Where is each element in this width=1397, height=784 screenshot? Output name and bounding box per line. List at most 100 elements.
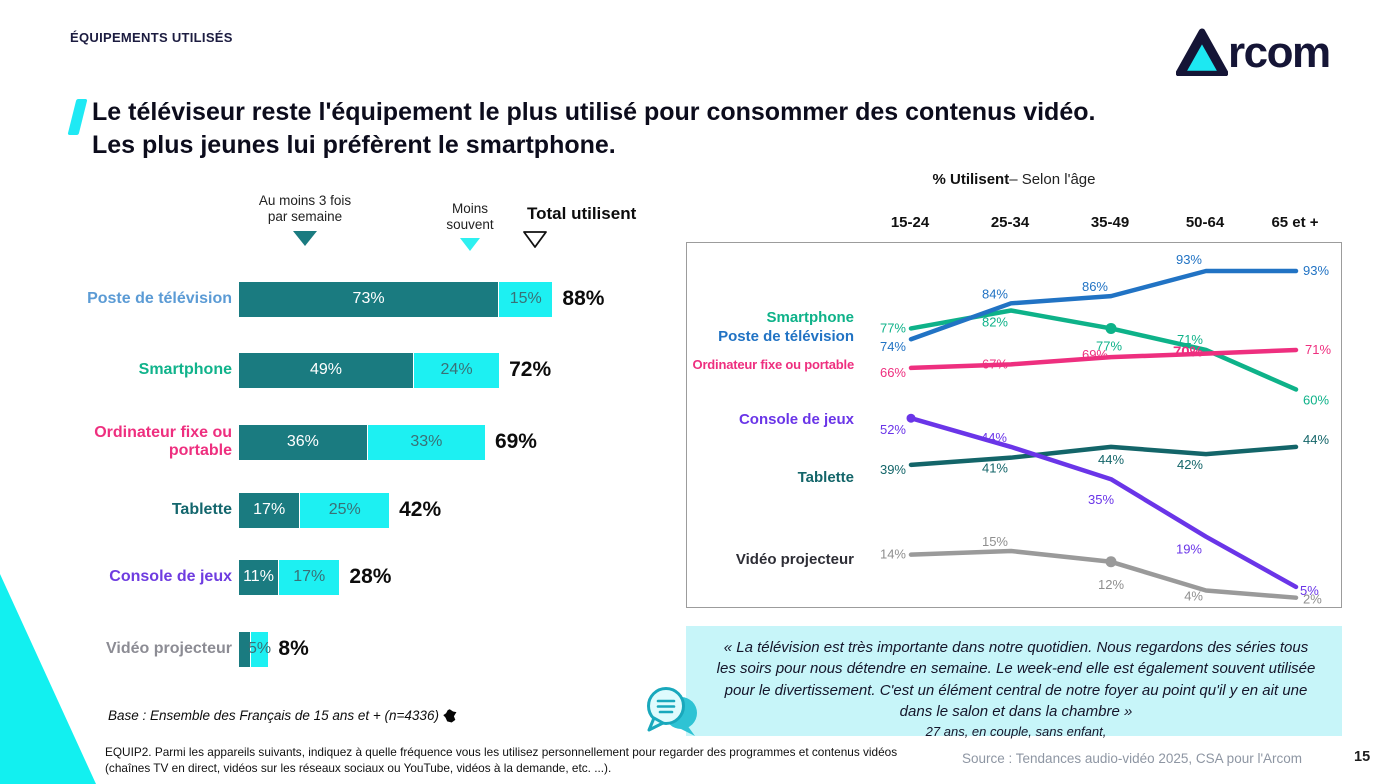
page-kicker: ÉQUIPEMENTS UTILISÉS [70,30,233,45]
bar-segment-less: 24% [412,352,500,388]
bar-category-label: Smartphone [138,361,232,379]
bar-row: Smartphone 49% 24% 72% [66,352,551,388]
point-value-label: 44% [1303,432,1329,447]
point-value-label: 74% [880,339,906,354]
bar-segment-often: 73% [239,281,499,317]
point-value-label: 12% [1098,577,1124,592]
bar-segment-less: 25% [299,492,390,528]
bar-segment-less: 15% [498,281,553,317]
bar-category-label: Vidéo projecteur [106,640,232,658]
page-title-line2: Les plus jeunes lui préfèrent le smartph… [92,131,616,159]
speech-bubbles-icon [647,687,697,736]
bar-row: Vidéo projecteur 5% 8% [66,631,309,667]
legend-total-label: Total utilisent [527,204,637,223]
point-value-label: 14% [880,547,906,562]
base-note-text: Base : Ensemble des Français de 15 ans e… [108,708,439,723]
legend-less-line2: souvent [446,216,494,232]
point-value-label: 44% [981,430,1007,445]
legend-often-line2: par semaine [267,208,343,224]
point-value-label: 15% [982,534,1008,549]
bar-total-value: 8% [278,637,309,660]
point-value-label: 77% [880,320,906,335]
legend-less-line1: Moins [451,201,488,216]
bar-row: Console de jeux 11% 17% 28% [66,559,391,595]
legend-often-line1: Au moins 3 fois [258,193,352,208]
point-value-label: 42% [1177,457,1203,472]
point-value-label: 71% [1177,332,1203,347]
page-title: Le téléviseur reste l'équipement le plus… [92,96,1095,162]
series-legend-label: Poste de télévision [718,328,854,345]
point-value-label: 60% [1303,392,1329,407]
point-marker-icon [1105,322,1117,334]
series-legend-label: Console de jeux [738,411,854,428]
point-value-label: 93% [1176,252,1202,267]
france-map-icon [443,708,457,722]
arcom-logo-text: rcom [1228,28,1331,77]
point-value-label: 67% [982,356,1008,371]
point-value-label: 19% [1176,542,1202,557]
quote-attribution: 27 ans, en couple, sans enfant, [925,724,1107,740]
point-value-label: 93% [1303,263,1329,278]
bar-category-label: Console de jeux [109,568,232,586]
bar-total-value: 42% [399,498,442,521]
point-value-label: 70% [1173,344,1203,361]
bar-segment-often: 17% [239,492,300,528]
bar-segment-often: 36% [239,424,367,460]
age-tick-label: 35-49 [1090,214,1130,231]
point-value-label: 84% [982,286,1008,301]
age-tick-label: 15-24 [890,214,930,231]
question-footnote: EQUIP2. Parmi les appareils suivants, in… [105,745,898,776]
line-chart-title-bold: % Utilisent [932,171,1010,188]
legend-less-triangle-icon [460,238,480,251]
point-value-label: 5% [1300,583,1319,598]
line-series [908,347,1299,371]
age-tick-label: 50-64 [1185,214,1225,231]
point-value-label: 44% [1098,452,1124,467]
bar-category-label: Ordinateur fixe ou portable [94,424,232,459]
arcom-logo-icon [1176,28,1228,76]
bar-segment-often [239,631,250,667]
quote-box: « La télévision est très importante dans… [686,626,1342,739]
series-legend-label: Vidéo projecteur [735,551,854,568]
point-value-label: 41% [982,461,1008,476]
series-legend-label: Ordinateur fixe ou portable [692,357,855,372]
point-marker-icon [906,413,916,423]
point-value-label: 69% [1082,347,1108,362]
point-value-label: 71% [1305,342,1331,357]
legend-total-triangle-icon [523,231,547,248]
point-value-label: 2% [1303,592,1322,607]
line-series [908,268,1299,342]
bar-row: Tablette 17% 25% 42% [66,492,441,528]
bar-total-value: 69% [494,430,537,453]
point-value-label: 86% [1082,279,1108,294]
base-note: Base : Ensemble des Français de 15 ans e… [108,708,457,723]
age-tick-label: 25-34 [990,214,1030,231]
point-value-label: 39% [880,462,906,477]
bar-category-label: Poste de télévision [87,290,232,308]
bar-total-value: 72% [509,358,552,381]
line-series [908,444,1299,468]
bar-total-value: 28% [349,565,392,588]
legend-often-triangle-icon [293,231,317,246]
legend-less-label: Moins souvent [420,201,520,232]
point-value-label: 82% [982,314,1008,329]
bar-category-label: Tablette [171,501,232,519]
bar-segment-often: 49% [239,352,413,388]
bar-total-value: 88% [562,287,605,310]
bar-segment-less: 33% [366,424,485,460]
point-value-label: 35% [1088,492,1114,507]
age-tick-label: 65 et + [1271,214,1319,231]
line-chart-title: % Utilisent– Selon l'âge [686,171,1342,188]
page-title-line1: Le téléviseur reste l'équipement le plus… [92,98,1096,126]
legend-often-label: Au moins 3 fois par semaine [230,193,380,224]
arcom-logo: rcom [1176,28,1331,77]
quote-text: « La télévision est très importante dans… [716,639,1316,720]
bar-row: Poste de télévision 73% 15% 88% [66,281,604,317]
series-legend-label: Tablette [797,469,854,486]
point-value-label: 66% [880,365,906,380]
bar-segment-often: 11% [239,559,279,595]
line-chart-svg: 14% 15% 12% 4% 2% 39% 41% 44% 42% 44% 52% 44% 35% 19%… [880,252,1331,607]
series-legend-label: Smartphone [766,309,854,326]
point-value-label: 52% [880,422,906,437]
